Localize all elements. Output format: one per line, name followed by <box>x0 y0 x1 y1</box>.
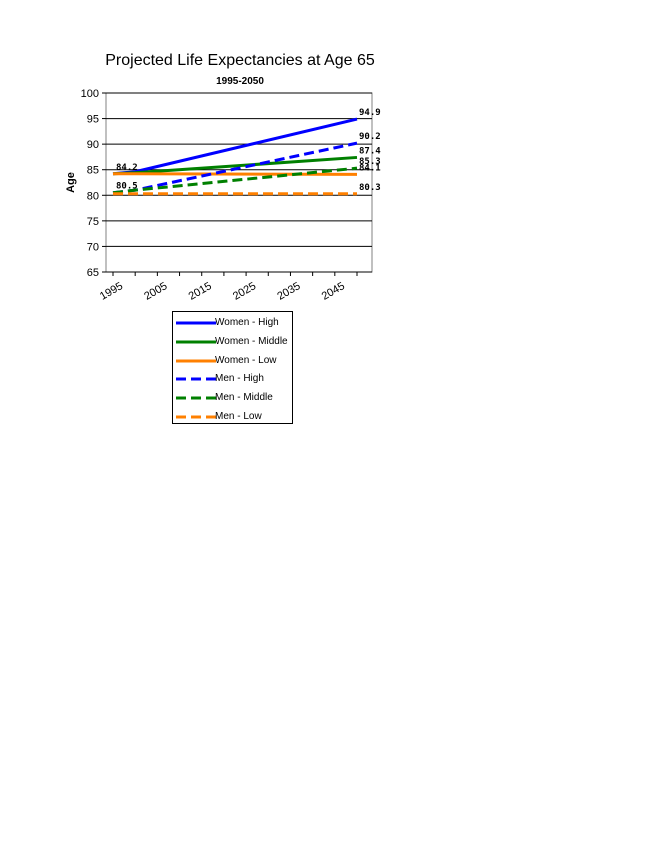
chart-legend: Women - High Women - Middle Women - Low Men… <box>172 311 293 424</box>
data-label: 84.2 <box>116 163 138 173</box>
legend-item: Women - Low <box>173 354 294 368</box>
y-tick-label: 100 <box>81 88 99 100</box>
x-tick-label: 2045 <box>320 280 347 303</box>
y-axis-title: Age <box>65 172 77 193</box>
legend-swatch <box>176 396 216 400</box>
legend-item: Men - Middle <box>173 391 294 405</box>
legend-swatch <box>176 415 216 419</box>
legend-swatch <box>176 340 216 344</box>
data-label: 80.3 <box>359 183 381 193</box>
x-tick-label: 2035 <box>275 280 302 303</box>
chart-subtitle: 1995-2050 <box>216 76 264 87</box>
series-line-men-middle <box>112 166 358 195</box>
y-tick-label: 90 <box>87 139 99 151</box>
x-tick-label: 2015 <box>187 280 214 303</box>
legend-label: Men - Middle <box>215 392 273 404</box>
legend-label: Men - High <box>215 373 264 385</box>
legend-swatch <box>176 377 216 381</box>
legend-label: Women - Middle <box>215 335 288 347</box>
y-tick-label: 80 <box>87 190 99 202</box>
chart-title: Projected Life Expectancies at Age 65 <box>105 52 375 69</box>
legend-label: Men - Low <box>215 411 262 422</box>
data-label: 80.5 <box>116 182 138 192</box>
y-tick-label: 85 <box>87 165 99 177</box>
y-tick-label: 75 <box>87 216 99 228</box>
data-label: 84.1 <box>359 163 381 173</box>
legend-swatch <box>176 321 216 325</box>
y-tick-label: 65 <box>87 267 99 279</box>
data-label: 90.2 <box>359 132 381 142</box>
data-label: 94.9 <box>359 108 381 118</box>
x-tick-label: 2025 <box>231 280 258 303</box>
legend-item: Women - Middle <box>173 335 294 349</box>
legend-item: Men - Low <box>173 410 294 424</box>
data-label: 85.3 <box>359 157 381 167</box>
x-tick-label: 2005 <box>142 280 169 303</box>
legend-label: Women - Low <box>215 354 277 366</box>
legend-label: Women - High <box>215 317 279 328</box>
y-tick-label: 70 <box>87 241 99 253</box>
data-label: 87.4 <box>359 146 381 156</box>
legend-swatch <box>176 359 216 363</box>
x-tick-label: 1995 <box>98 280 125 303</box>
series-line-women-low <box>113 172 358 176</box>
legend-item: Women - High <box>173 316 294 330</box>
plot-area <box>105 92 373 273</box>
y-tick-label: 95 <box>87 114 99 126</box>
legend-item: Men - High <box>173 372 294 386</box>
